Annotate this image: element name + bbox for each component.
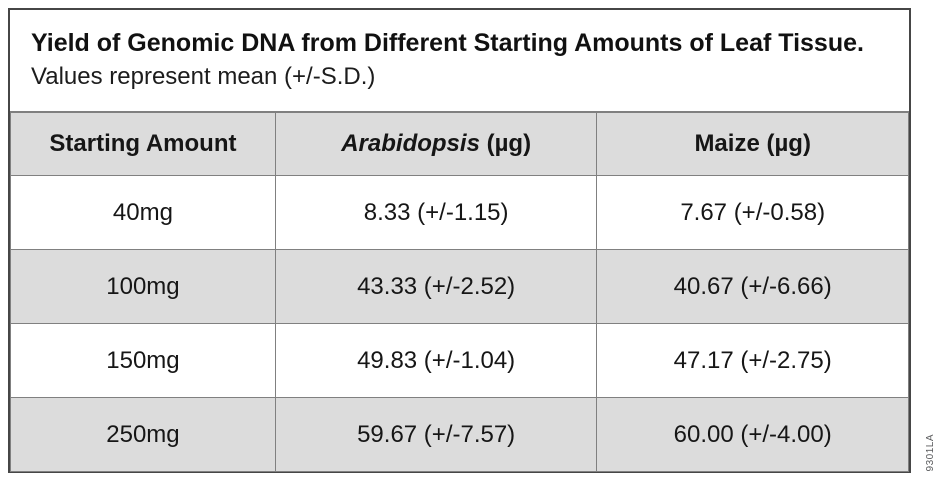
cell-starting-amount: 150mg <box>10 323 276 398</box>
figure-caption: Yield of Genomic DNA from Different Star… <box>10 10 909 112</box>
column-header-starting-amount: Starting Amount <box>10 112 276 176</box>
table-row: 40mg 8.33 (+/-1.15) 7.67 (+/-0.58) <box>10 175 909 250</box>
table-row: 150mg 49.83 (+/-1.04) 47.17 (+/-2.75) <box>10 323 909 398</box>
cell-arabidopsis-yield: 59.67 (+/-7.57) <box>274 397 598 472</box>
figure-subtitle: Values represent mean (+/-S.D.) <box>31 62 376 90</box>
cell-starting-amount: 100mg <box>10 249 276 324</box>
cell-starting-amount: 250mg <box>10 397 276 472</box>
table-row: 100mg 43.33 (+/-2.52) 40.67 (+/-6.66) <box>10 249 909 324</box>
cell-arabidopsis-yield: 49.83 (+/-1.04) <box>274 323 598 398</box>
table-row: 250mg 59.67 (+/-7.57) 60.00 (+/-4.00) <box>10 397 909 472</box>
table-header-row: Starting Amount Arabidopsis (µg) Maize (… <box>10 112 909 176</box>
figure-title: Yield of Genomic DNA from Different Star… <box>31 29 864 57</box>
cell-arabidopsis-yield: 8.33 (+/-1.15) <box>274 175 598 250</box>
cell-maize-yield: 60.00 (+/-4.00) <box>596 397 909 472</box>
column-header-arabidopsis: Arabidopsis (µg) <box>274 112 598 176</box>
arabidopsis-italic-label: Arabidopsis <box>341 130 480 157</box>
dna-yield-table: Starting Amount Arabidopsis (µg) Maize (… <box>10 112 909 472</box>
arabidopsis-unit-label: (µg) <box>479 130 532 157</box>
cell-arabidopsis-yield: 43.33 (+/-2.52) <box>274 249 598 324</box>
cell-starting-amount: 40mg <box>10 175 276 250</box>
figure-code-label: 9301LA <box>925 433 936 471</box>
cell-maize-yield: 7.67 (+/-0.58) <box>596 175 909 250</box>
cell-maize-yield: 40.67 (+/-6.66) <box>596 249 909 324</box>
cell-maize-yield: 47.17 (+/-2.75) <box>596 323 909 398</box>
column-header-maize: Maize (µg) <box>596 112 909 176</box>
table-figure: Yield of Genomic DNA from Different Star… <box>8 8 911 473</box>
